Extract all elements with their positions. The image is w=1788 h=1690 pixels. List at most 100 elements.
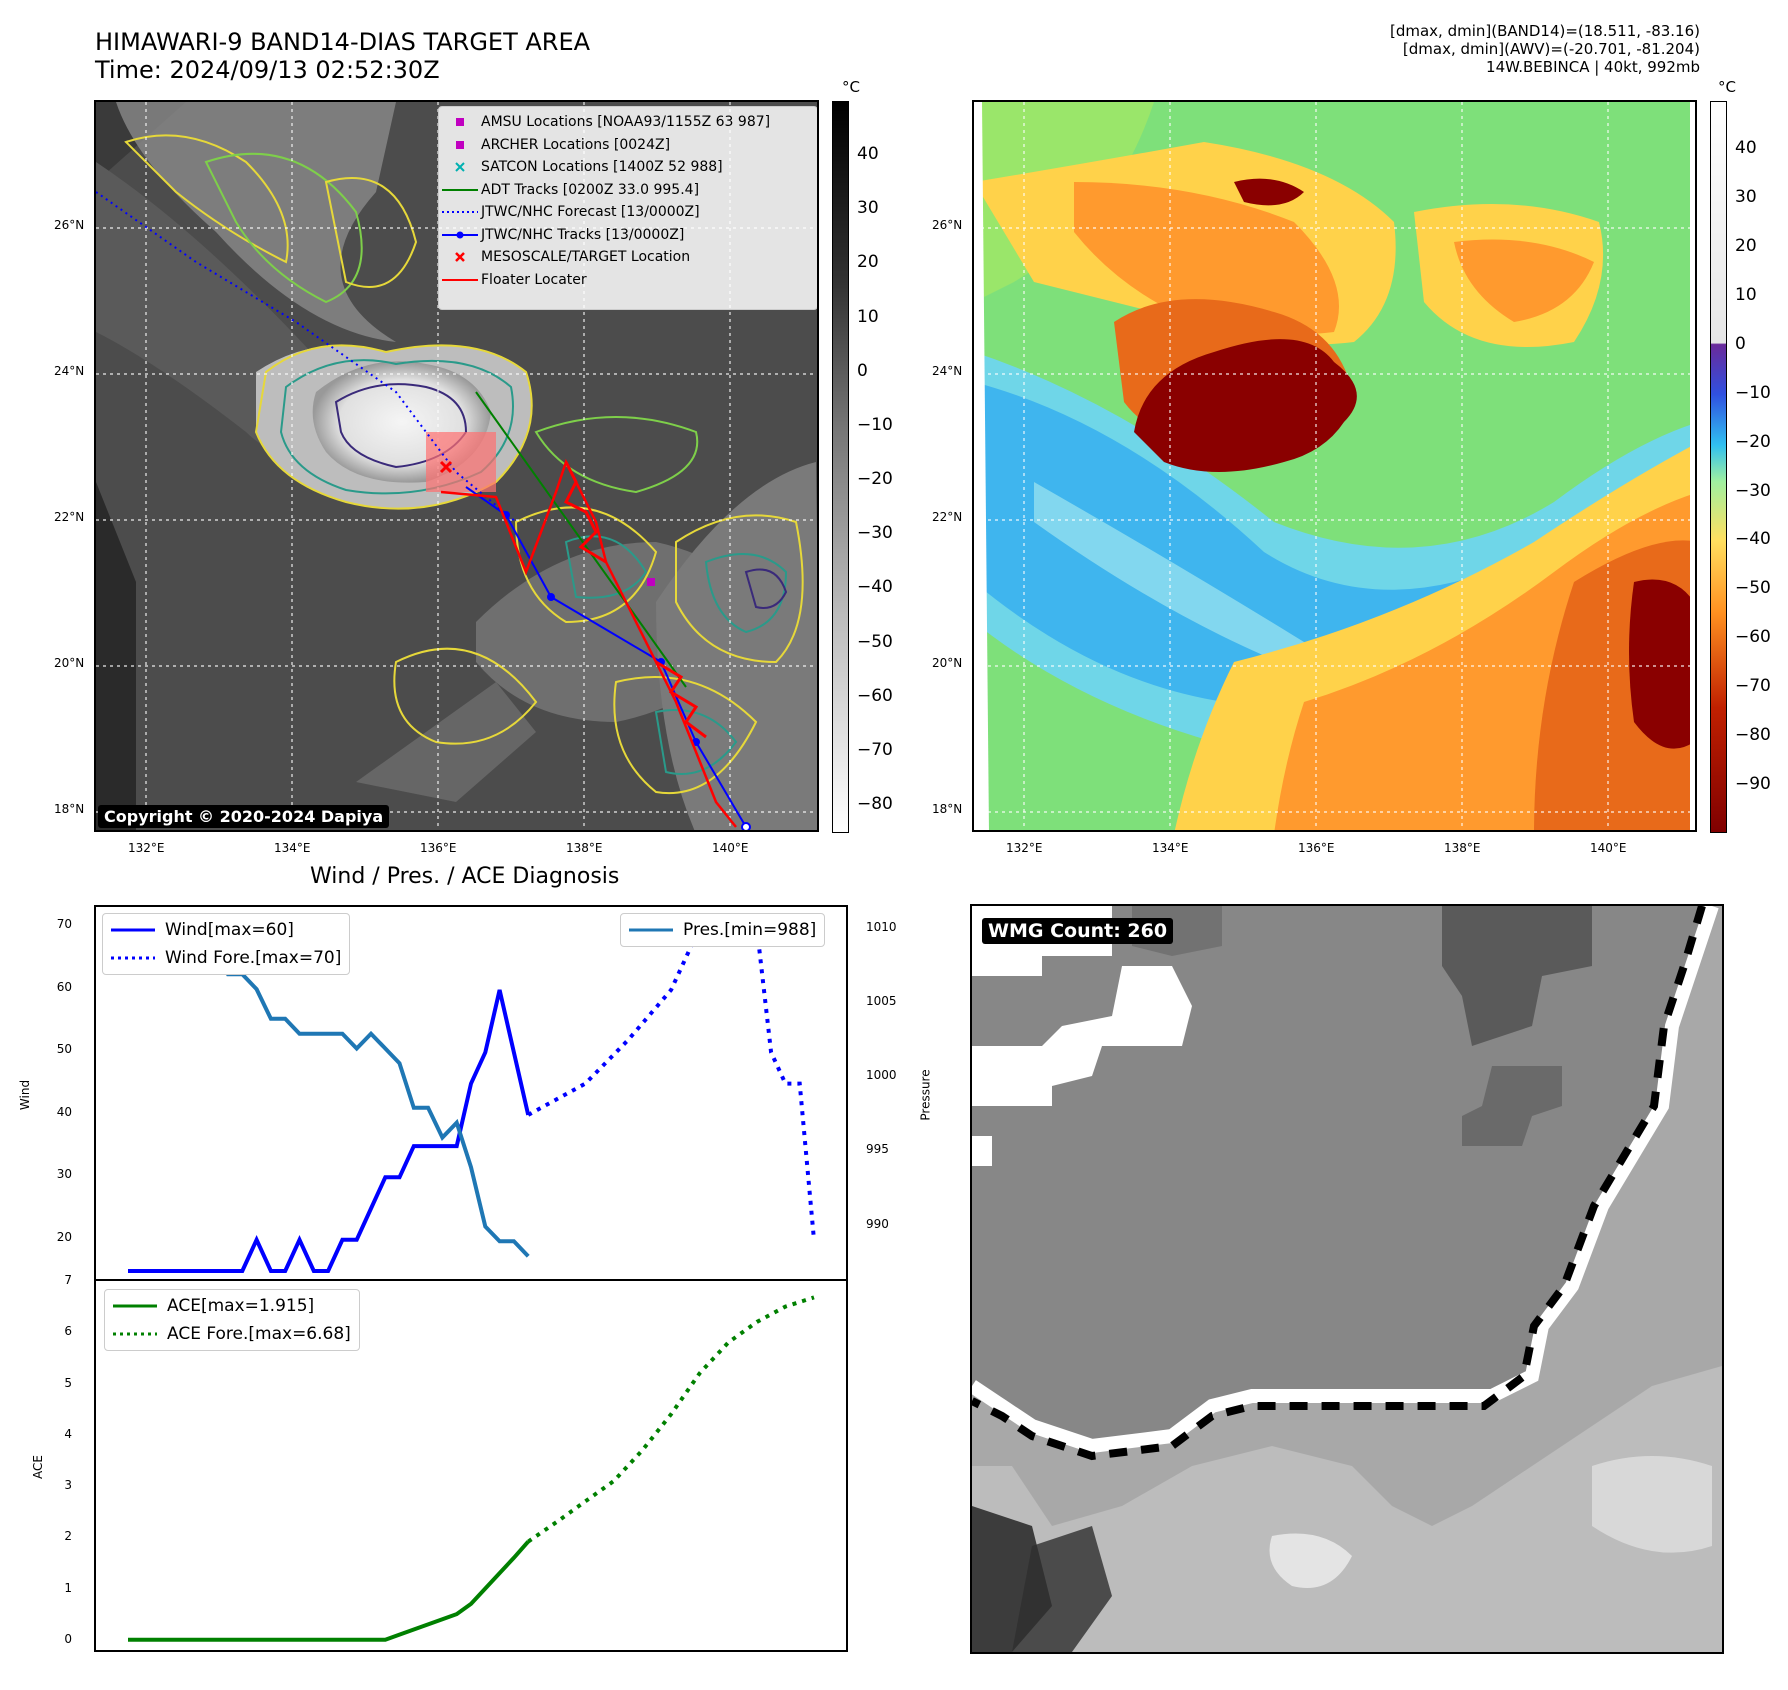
legend-pres-label: Pres.[min=988] <box>683 920 817 940</box>
legend-ace-fore: ACE Fore.[max=6.68] <box>113 1320 351 1348</box>
legend-wind-fore-label: Wind Fore.[max=70] <box>165 948 342 968</box>
lon-tick: 132°E <box>128 841 165 855</box>
axis-tick: 995 <box>866 1142 889 1157</box>
lon-tick: 138°E <box>566 841 603 855</box>
colorbar-tick: −80 <box>1735 725 1771 746</box>
wind-series-1 <box>527 925 816 1240</box>
colorbar-color <box>1710 101 1727 833</box>
legend-label: JTWC/NHC Forecast [13/0000Z] <box>481 204 700 221</box>
info-awv: [dmax, dmin](AWV)=(-20.701, -81.204) <box>1402 40 1700 58</box>
axis-tick: 3 <box>64 1478 72 1492</box>
ace-series-0 <box>128 1540 530 1642</box>
legend-label: ADT Tracks [0200Z 33.0 995.4] <box>481 181 700 198</box>
wind-legend: Wind[max=60] Wind Fore.[max=70] <box>102 913 351 975</box>
colorbar-tick: 20 <box>1735 236 1757 256</box>
legend-wind: Wind[max=60] <box>111 916 341 944</box>
axis-tick: 40 <box>56 1104 72 1119</box>
wind-pressure-plot: Wind[max=60] Wind Fore.[max=70] Pres.[mi… <box>94 905 848 1281</box>
lat-tick: 20°N <box>54 656 85 670</box>
colorbar-tick: −10 <box>1735 382 1771 403</box>
legend-item-tracks: JTWC/NHC Tracks [13/0000Z] <box>439 224 817 247</box>
axis-tick: 2 <box>64 1529 72 1544</box>
colorbar-tick: −70 <box>1735 676 1771 697</box>
ace-svg <box>128 1295 815 1642</box>
axis-tick: 6 <box>64 1324 72 1339</box>
axis-tick: 1010 <box>866 919 897 934</box>
colorbar-tick: −60 <box>1735 627 1771 648</box>
legend-wind-fore: Wind Fore.[max=70] <box>111 944 341 972</box>
axis-tick: 1000 <box>866 1068 897 1083</box>
lon-tick: 134°E <box>1152 841 1189 855</box>
legend-label: ARCHER Locations [0024Z] <box>481 136 671 153</box>
colorbar-tick: 30 <box>1735 187 1757 208</box>
legend-item-archer: ARCHER Locations [0024Z] <box>439 134 817 157</box>
axis-tick: 50 <box>56 1042 72 1057</box>
lat-tick: 26°N <box>54 218 85 232</box>
legend-label: JTWC/NHC Tracks [13/0000Z] <box>481 226 685 243</box>
ace-plot: ACE[max=1.915] ACE Fore.[max=6.68] <box>94 1279 848 1652</box>
axis-tick: 70 <box>56 917 72 932</box>
colorbar-tick: 30 <box>857 198 879 219</box>
colorbar-tick: −30 <box>857 523 893 544</box>
lat-tick: 24°N <box>932 364 963 378</box>
legend-label: AMSU Locations [NOAA93/1155Z 63 987] <box>481 114 771 131</box>
lat-tick: 20°N <box>932 656 963 670</box>
info-block: [dmax, dmin](BAND14)=(18.511, -83.16) [d… <box>1100 22 1700 76</box>
lon-tick: 140°E <box>1590 841 1627 855</box>
axis-tick: 30 <box>56 1167 72 1182</box>
axis-tick: 990 <box>866 1216 889 1231</box>
color-map-svg <box>974 102 1695 830</box>
lat-tick: 26°N <box>932 218 963 232</box>
wind-series-0 <box>128 989 531 1273</box>
colorbar-tick: −20 <box>1735 431 1771 452</box>
axis-tick: 0 <box>64 1631 72 1646</box>
lat-tick: 18°N <box>932 802 963 816</box>
copyright-badge: Copyright © 2020-2024 Dapiya <box>98 805 390 828</box>
colorbar-tick: −20 <box>857 469 893 490</box>
lon-tick: 140°E <box>712 841 749 855</box>
figure-timestamp: Time: 2024/09/13 02:52:30Z <box>95 56 440 84</box>
axis-tick: 7 <box>64 1273 72 1287</box>
wmg-grid-svg <box>972 906 1722 1652</box>
colorbar-tick: −70 <box>857 739 893 760</box>
legend-pres: Pres.[min=988] <box>629 916 816 944</box>
legend-item-forecast: JTWC/NHC Forecast [13/0000Z] <box>439 201 817 224</box>
legend-item-satcon: SATCON Locations [1400Z 52 988] <box>439 156 817 179</box>
info-band14: [dmax, dmin](BAND14)=(18.511, -83.16) <box>1389 22 1700 40</box>
axis-tick: 1 <box>64 1580 72 1595</box>
colorbar-tick: 20 <box>857 252 879 273</box>
colorbar-gray <box>832 101 849 833</box>
colorbar-tick: −40 <box>857 577 893 598</box>
pres-ylabel: Pressure <box>918 1069 933 1121</box>
lat-tick: 22°N <box>54 510 85 524</box>
ir-color-map <box>972 100 1697 832</box>
axis-tick: 1005 <box>866 994 897 1008</box>
lon-tick: 136°E <box>1298 841 1335 855</box>
lat-tick: 22°N <box>932 510 963 524</box>
colorbar-tick: −50 <box>857 631 893 652</box>
info-storm: 14W.BEBINCA | 40kt, 992mb <box>1486 58 1700 76</box>
ace-series-1 <box>527 1295 815 1544</box>
colorbar-tick: −30 <box>1735 480 1771 501</box>
map-legend: AMSU Locations [NOAA93/1155Z 63 987] ARC… <box>438 106 817 310</box>
axis-tick: 20 <box>56 1229 72 1244</box>
legend-wind-label: Wind[max=60] <box>165 920 294 940</box>
colorbar-tick: −50 <box>1735 578 1771 599</box>
legend-ace: ACE[max=1.915] <box>113 1292 351 1320</box>
colorbar-tick: 0 <box>1735 333 1746 354</box>
colorbar-tick: 40 <box>857 144 879 165</box>
colorbar-tick: −10 <box>857 414 893 435</box>
lon-tick: 136°E <box>420 841 457 855</box>
lon-tick: 138°E <box>1444 841 1481 855</box>
colorbar-tick: 10 <box>1735 284 1757 305</box>
wmg-grid-panel: WMG Count: 260 <box>970 904 1724 1654</box>
diagnosis-title: Wind / Pres. / ACE Diagnosis <box>310 864 620 889</box>
colorbar-tick: 40 <box>1735 138 1757 159</box>
legend-item-adt: ADT Tracks [0200Z 33.0 995.4] <box>439 179 817 202</box>
legend-ace-fore-label: ACE Fore.[max=6.68] <box>167 1324 351 1344</box>
figure-title: HIMAWARI-9 BAND14-DIAS TARGET AREA <box>95 28 591 56</box>
lat-tick: 18°N <box>54 802 85 816</box>
lon-tick: 132°E <box>1006 841 1043 855</box>
colorbar-tick: −90 <box>1735 774 1771 794</box>
wind-ylabel: Wind <box>18 1079 33 1111</box>
